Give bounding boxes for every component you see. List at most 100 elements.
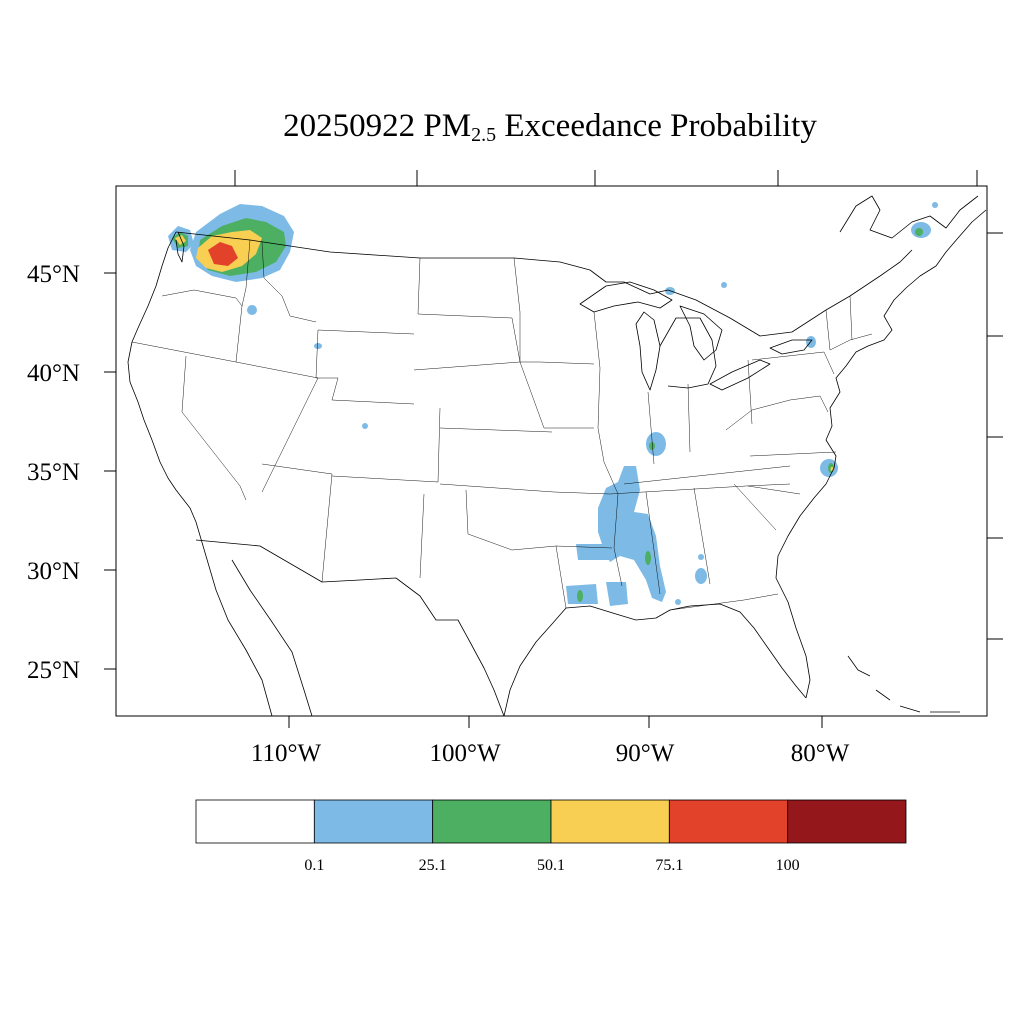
border-va-nc <box>749 451 837 457</box>
baja-coast <box>195 521 273 716</box>
border-md-de <box>789 395 829 413</box>
border-ok-tx <box>465 489 557 551</box>
prob-area-green-louisiana <box>577 590 583 602</box>
lon-label-100w: 100°W <box>429 740 500 767</box>
prob-area-yellow-olympic <box>175 235 186 245</box>
lat-label-40: 40°N <box>27 360 80 387</box>
border-tn-south <box>609 483 791 495</box>
title-pollutant: PM2.5 <box>423 108 497 146</box>
frame-ticks <box>104 170 1003 728</box>
prob-area-green-maine <box>915 228 923 236</box>
prob-speck-alabama-2 <box>698 554 704 560</box>
lake-ontario <box>769 339 813 355</box>
gulf-of-california <box>231 559 313 716</box>
title-date: 20250922 <box>283 108 416 144</box>
title-suffix: Exceedance Probability <box>504 108 817 144</box>
border-wy-ut-co <box>316 377 415 405</box>
lon-label-90w: 90°W <box>616 740 675 767</box>
border-ia-mo <box>519 361 594 429</box>
border-ar-la <box>555 545 613 549</box>
colorbar: 0.1 25.1 50.1 75.1 100 <box>195 799 907 874</box>
lat-label-25: 25°N <box>27 657 80 684</box>
prob-area-blue-illinois <box>646 432 666 456</box>
lake-michigan <box>635 311 661 391</box>
probability-fields <box>168 202 938 606</box>
pacific-coastline <box>127 231 197 523</box>
prob-speck-michigan-2 <box>721 282 727 288</box>
colorbar-swatch-1 <box>313 799 434 844</box>
border-wa-or <box>161 289 243 307</box>
map-title: 20250922 PM2.5 Exceedance Probability <box>0 108 1024 147</box>
mexico-border <box>195 539 505 716</box>
border-nm-tx <box>419 493 425 579</box>
colorbar-swatch-2 <box>432 799 552 844</box>
border-wv <box>725 399 791 431</box>
lake-huron <box>679 305 723 361</box>
colorbar-swatch-5 <box>787 799 907 844</box>
colorbar-swatch-4 <box>668 799 789 844</box>
colorbar-label-3: 75.1 <box>655 857 683 874</box>
border-mn-wi <box>513 257 595 365</box>
border-id-wy <box>315 329 319 379</box>
border-az-nm <box>321 473 333 583</box>
lower-michigan <box>659 317 717 389</box>
border-ga-fl <box>669 593 779 611</box>
border-id-west <box>235 239 251 363</box>
atlantic-coastline <box>775 209 987 699</box>
colorbar-label-2: 50.1 <box>537 857 565 874</box>
bahamas <box>847 655 960 713</box>
state-borders <box>131 239 873 611</box>
border-co-nm <box>331 475 439 483</box>
border-id-mt <box>261 241 317 323</box>
border-ga-sc <box>733 483 777 531</box>
canada-border <box>175 231 913 337</box>
prob-area-red-northwest <box>208 242 238 266</box>
border-ks-ok <box>439 483 555 493</box>
border-ne-ks <box>439 427 553 433</box>
colorbar-swatch-0 <box>195 799 315 844</box>
border-mississippi-river <box>593 311 623 587</box>
border-al-ga <box>693 487 711 585</box>
colorbar-label-0: 0.1 <box>304 857 324 874</box>
gulf-coastline <box>503 603 807 716</box>
prob-area-green-mississippi <box>645 551 651 565</box>
border-new-england <box>825 295 873 351</box>
prob-area-blue-se-louisiana <box>606 582 628 606</box>
lat-label-45: 45°N <box>27 261 80 288</box>
border-mt-wy <box>317 329 415 335</box>
border-il-in <box>647 391 655 465</box>
prob-area-green-illinois <box>649 442 655 450</box>
border-nv-ut <box>235 361 319 493</box>
border-ms-al <box>645 491 661 595</box>
prob-area-blue-louisiana <box>576 544 612 560</box>
lon-label-110w: 110°W <box>251 740 322 767</box>
border-dakotas <box>417 257 521 363</box>
prob-speck-florida <box>675 599 681 605</box>
border-mo-ar <box>553 491 611 495</box>
prob-area-blue-mississippi <box>598 466 666 602</box>
prob-speck-wyoming <box>314 343 322 349</box>
lat-label-30: 30°N <box>27 558 80 585</box>
lon-label-80w: 80°W <box>791 740 850 767</box>
border-sd-ne <box>413 361 521 371</box>
map-frame <box>115 185 988 717</box>
border-la-tx <box>555 545 567 609</box>
border-co-east <box>437 407 441 483</box>
border-ky-tn <box>623 465 791 485</box>
lake-superior <box>579 281 673 313</box>
puget-sound <box>175 231 185 263</box>
border-nc-sc <box>747 485 801 495</box>
prob-speck-alabama <box>695 568 707 584</box>
prob-speck-colorado <box>362 423 368 429</box>
border-ca-nv <box>181 355 247 501</box>
colorbar-label-4: 100 <box>776 857 800 874</box>
colorbar-label-1: 25.1 <box>419 857 447 874</box>
border-oh-pa <box>747 359 753 425</box>
border-in-oh <box>687 383 691 453</box>
lake-erie <box>709 359 771 391</box>
border-ut-az <box>261 463 333 475</box>
prob-speck-idaho <box>247 305 257 315</box>
hudson-coast <box>839 195 979 239</box>
border-or-ca <box>131 341 237 363</box>
